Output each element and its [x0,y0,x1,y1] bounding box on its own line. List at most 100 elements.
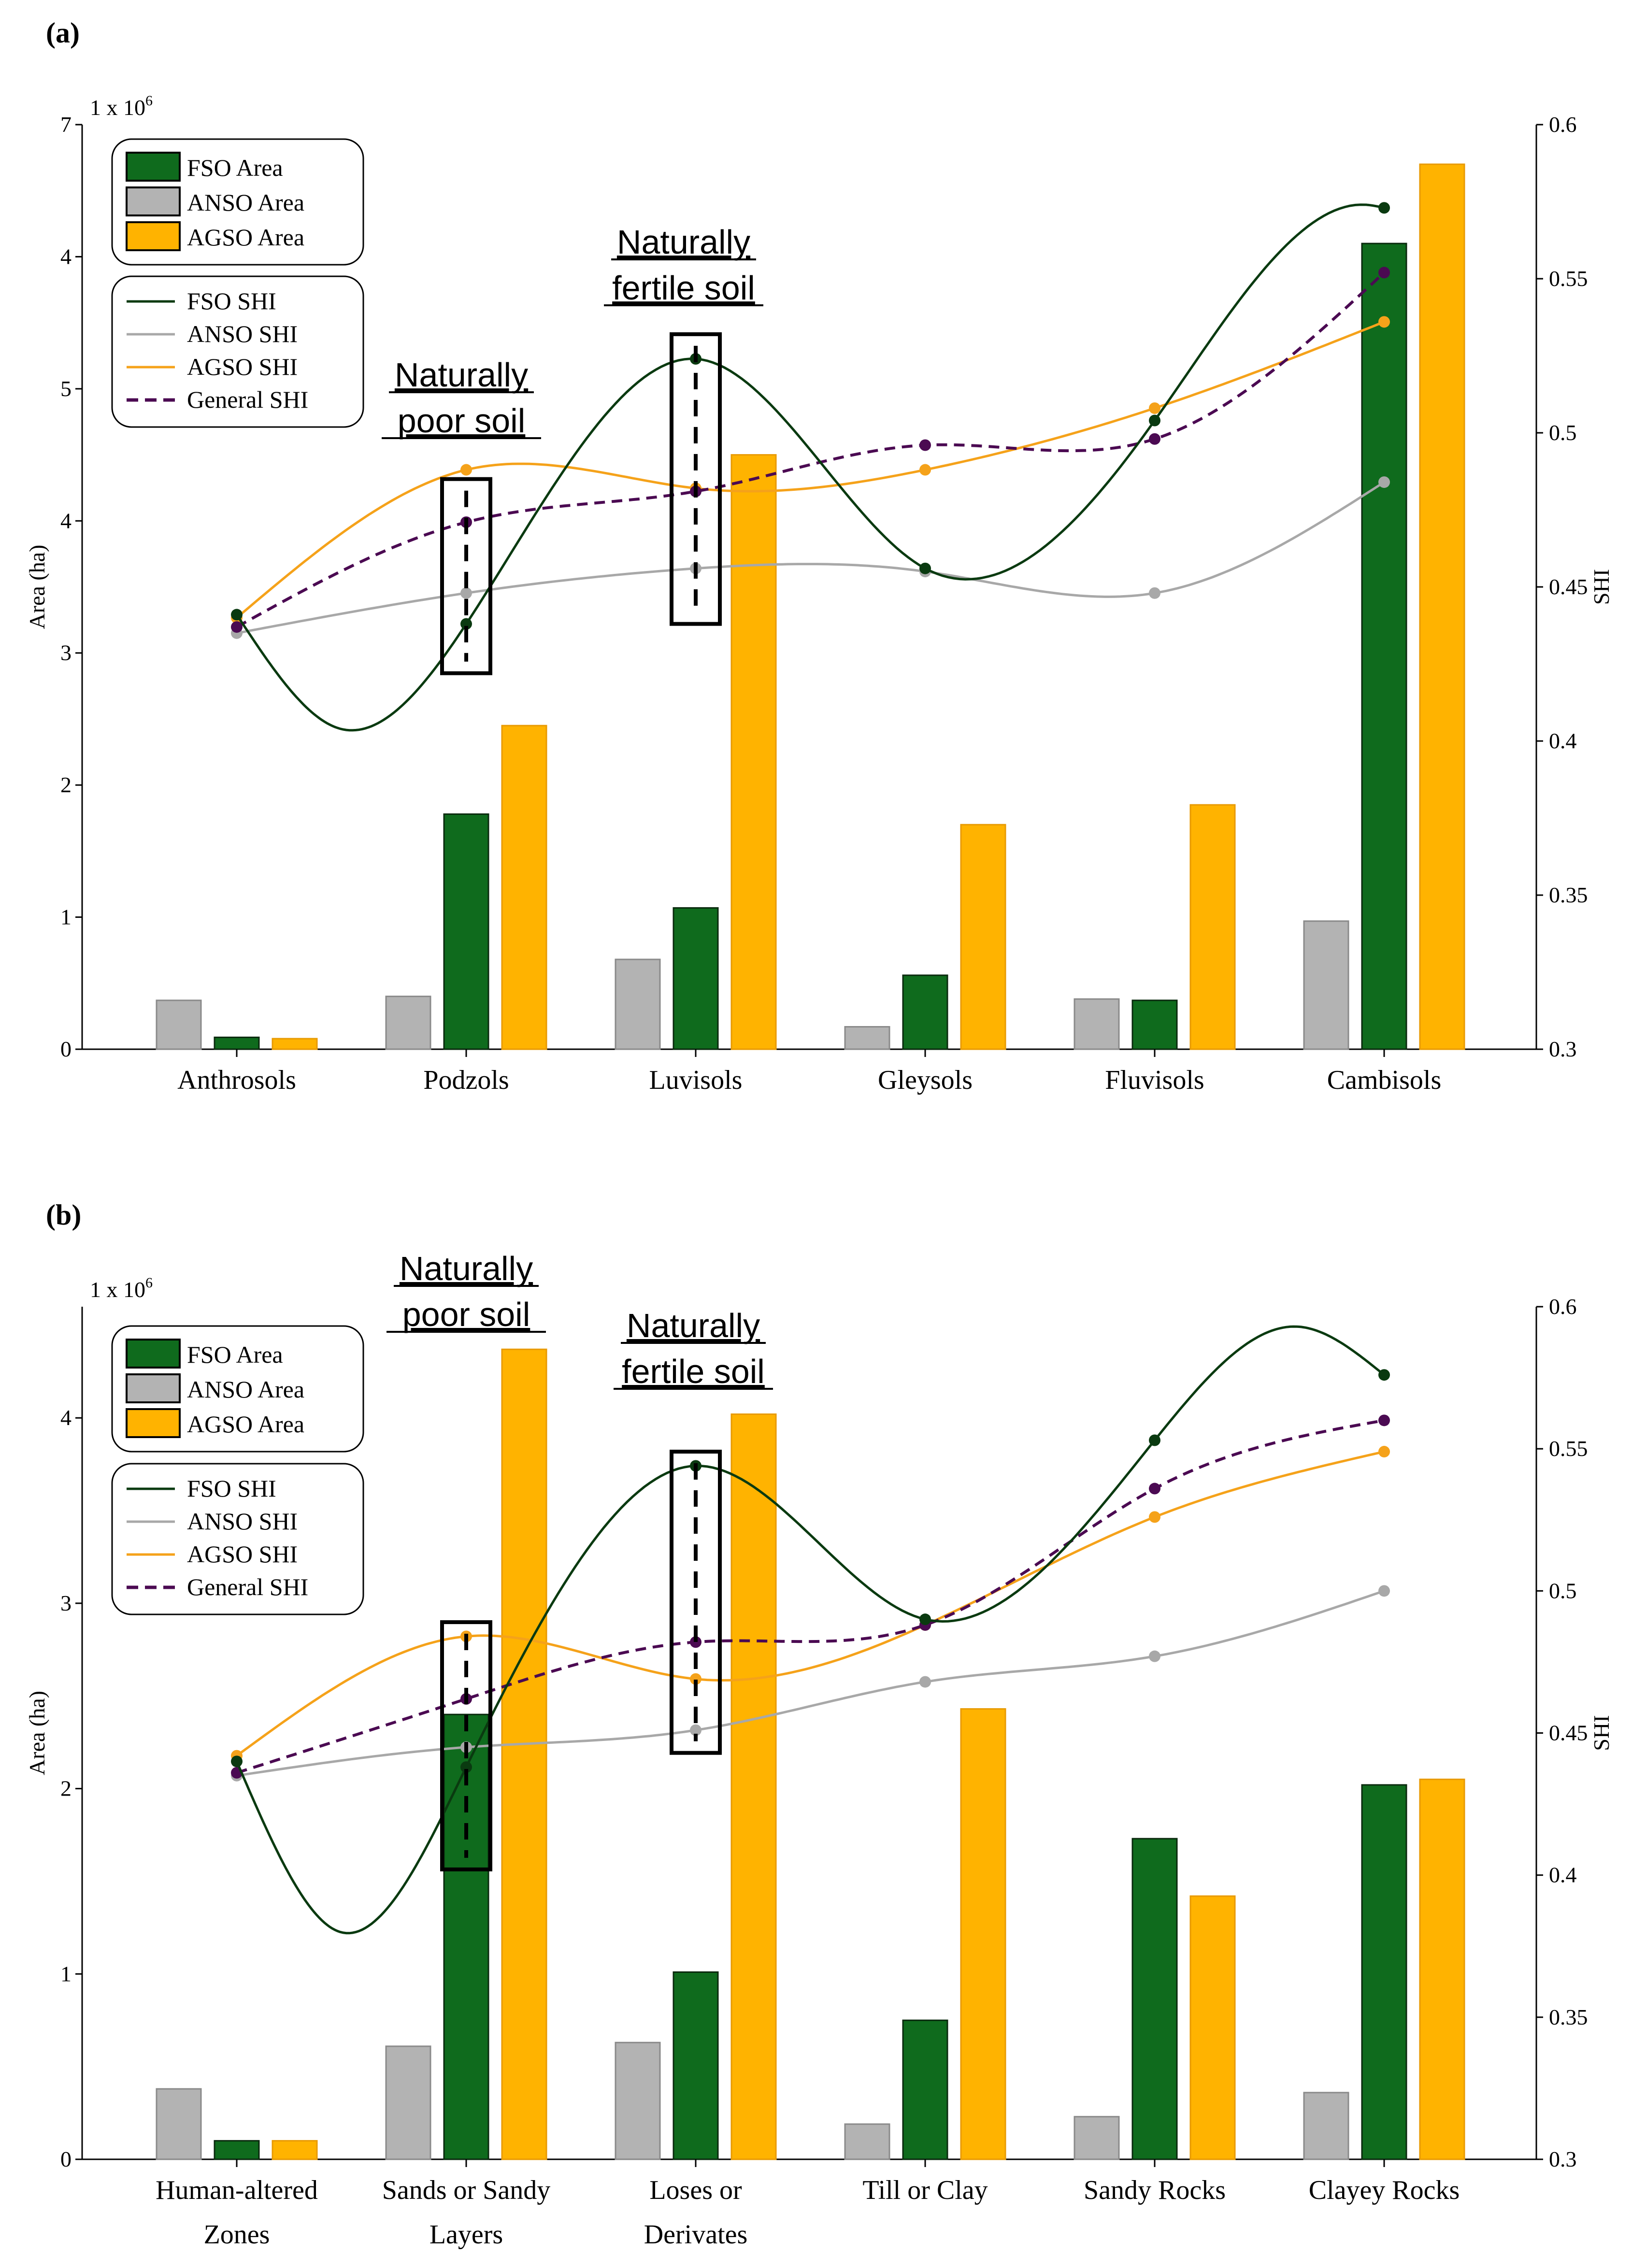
anso-legend-swatch [126,1373,181,1403]
x-tick-label: Derivates [644,2220,748,2250]
anso-shi-legend-label: ANSO SHI [187,1508,298,1535]
fso-legend-label: FSO Area [187,154,283,181]
agso-shi-point [919,464,931,476]
y-tick-label: 1 [60,905,72,929]
fso-area-bar [673,907,719,1050]
y-tick-label: 0 [60,1037,72,1061]
x-tick-label: Luvisols [649,1065,743,1095]
y2-tick-label: 0.5 [1549,420,1577,445]
highlight-box [670,1450,722,1755]
general-shi-point [919,439,931,451]
anso-area-bar [1074,2116,1120,2160]
x-tick-label: Cambisols [1327,1065,1441,1095]
y-tick-label: 3 [60,641,72,665]
x-tick-label: Sands or Sandy [382,2175,550,2205]
fso-shi-point [1149,1434,1160,1446]
x-tick-label: Loses or [649,2175,742,2205]
x-tick-label: Zones [204,2220,270,2250]
fso-shi-point [460,618,472,630]
anso-shi-point [690,1724,701,1736]
y-tick-label: 1 [60,1961,72,1986]
highlight-box [670,332,722,626]
multiplier-base: 1 x 10 [90,95,145,120]
y2-tick-label: 0.55 [1549,1436,1588,1461]
anso-shi-line [236,481,1385,635]
fso-shi-point [231,609,243,621]
y2-tick-label: 0.4 [1549,728,1577,753]
agso-area-bar [960,824,1006,1050]
multiplier-exponent: 6 [145,93,153,109]
general-shi-point [1149,433,1160,445]
agso-area-bar [1189,1895,1236,2160]
general-shi-line [236,271,1386,628]
y2-tick-label: 0.35 [1549,883,1588,907]
general-shi-point [1378,1414,1390,1426]
anso-area-bar [1303,920,1349,1050]
anso-legend-swatch [126,186,181,216]
agso-area-bar [501,725,547,1050]
panel-label: (b) [46,1199,81,1231]
fso-area-bar [1361,242,1407,1050]
anso-area-bar [1303,2092,1349,2160]
anso-area-bar [844,2123,890,2160]
anso-area-bar [844,1026,890,1050]
y2-tick-label: 0.35 [1549,2005,1588,2029]
fso-shi-point [1149,414,1160,427]
fso-shi-point [919,562,931,574]
anso-shi-point [919,1676,931,1688]
general-shi-line [236,1419,1385,1774]
general-shi-point [690,1636,701,1648]
fso-shi-point [1378,202,1390,214]
anso-area-bar [615,958,661,1050]
agso-shi-point [460,464,472,476]
anso-area-bar [1074,998,1120,1050]
y-axis-title: Area (ha) [25,1691,49,1775]
agso-area-bar [1419,1778,1465,2160]
y-tick-label: 4 [60,244,72,269]
annotation-label: fertile soil [612,269,755,307]
agso-shi-point [1378,316,1390,328]
multiplier-base: 1 x 10 [90,1277,145,1302]
fso-shi-line [235,203,1385,732]
y2-tick-label: 0.4 [1549,1863,1577,1887]
anso-area-bar [385,2045,431,2160]
multiplier-exponent: 6 [145,1275,153,1291]
x-tick-label: Gleysols [878,1065,973,1095]
legend-shi-box [111,275,364,428]
y2-axis-title: SHI [1589,1715,1614,1751]
y2-tick-label: 0.6 [1549,1294,1577,1319]
panel-a: (a) 1 x 106 0 1 2 3 4 5 4 7 0.3 0.35 0.4 0.45 0.5 0.55 0… [25,17,1614,1095]
fso-shi-point [231,1755,243,1768]
anso-legend-label: ANSO Area [187,189,304,216]
agso-area-bar [1419,163,1465,1050]
x-tick-label: Sandy Rocks [1084,2175,1226,2205]
anso-shi-point [1149,587,1160,599]
annotation-label: Naturally [617,223,750,261]
fso-shi-point [919,1613,931,1626]
anso-area-bar [156,2088,202,2160]
fso-shi-legend-label: FSO SHI [187,287,276,314]
fso-area-bar [902,974,948,1050]
axis-multiplier: 1 x 106 [90,1275,153,1302]
y-tick-label: 5 [60,376,72,401]
annotation-label: Naturally [627,1307,760,1344]
annotation-label: Naturally [395,356,528,394]
legend-shi-box [111,1463,364,1615]
agso-legend-swatch [126,1408,181,1438]
highlight-box [440,477,492,675]
agso-area-bar [730,1413,777,2160]
y2-tick-label: 0.6 [1549,112,1577,137]
y-tick-label: 4 [60,1405,72,1430]
x-tick-label: Clayey Rocks [1309,2175,1460,2205]
agso-legend-label: AGSO Area [187,224,304,251]
general-shi-point [231,621,243,633]
x-tick-label: Till or Clay [862,2175,988,2205]
x-tick-label: Human-altered [156,2175,318,2205]
x-tick-label: Layers [429,2220,503,2250]
fso-shi-line [235,1325,1385,1935]
x-tick-label: Podzols [423,1065,509,1095]
y2-tick-label: 0.5 [1549,1578,1577,1603]
y-tick-label: 4 [60,508,72,533]
y2-tick-label: 0.45 [1549,574,1588,599]
x-tick-label: Anthrosols [177,1065,296,1095]
